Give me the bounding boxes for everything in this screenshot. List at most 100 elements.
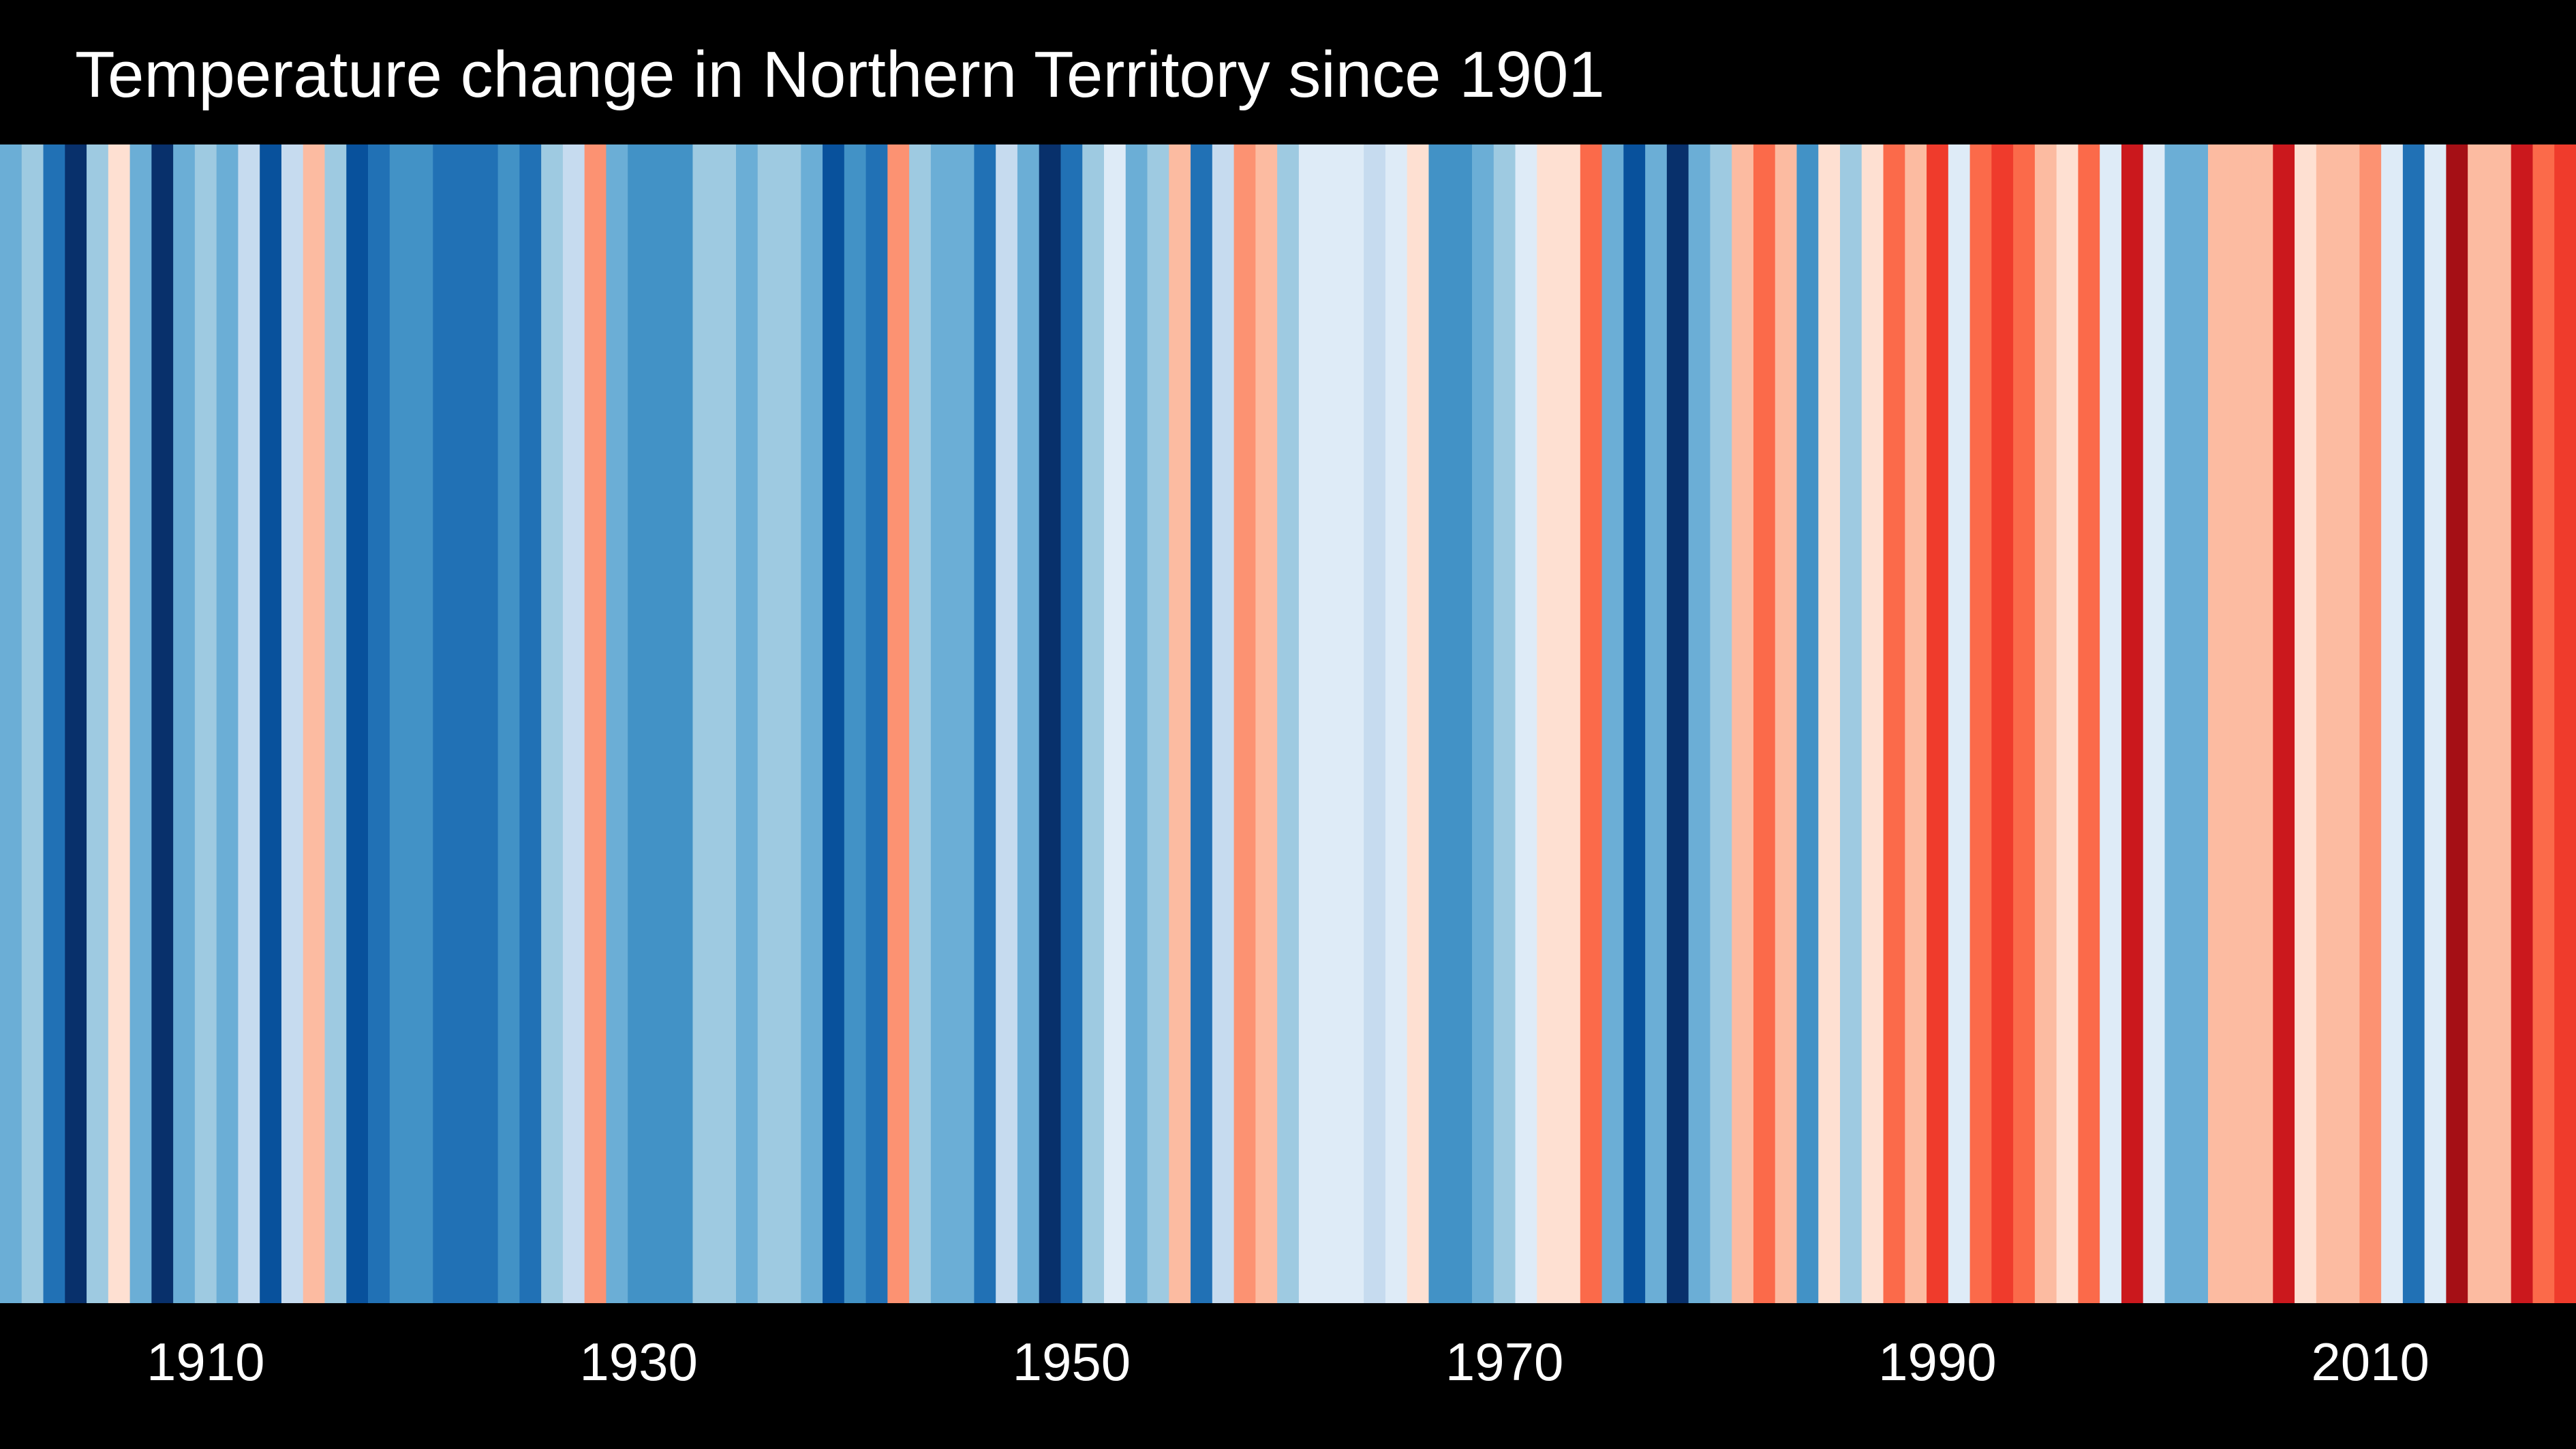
stripe-1970 — [1493, 144, 1516, 1303]
stripe-1996 — [2056, 144, 2079, 1303]
stripe-1924 — [497, 144, 520, 1303]
stripe-1961 — [1298, 144, 1321, 1303]
stripe-1963 — [1342, 144, 1364, 1303]
stripe-1930 — [628, 144, 650, 1303]
stripe-1985 — [1818, 144, 1841, 1303]
stripe-1938 — [801, 144, 823, 1303]
stripe-1944 — [930, 144, 953, 1303]
stripe-1997 — [2078, 144, 2100, 1303]
stripe-1903 — [43, 144, 65, 1303]
stripe-1975 — [1601, 144, 1624, 1303]
stripe-1990 — [1927, 144, 1949, 1303]
stripe-1923 — [476, 144, 499, 1303]
stripe-1971 — [1515, 144, 1537, 1303]
stripe-1908 — [151, 144, 174, 1303]
tick-label-1930: 1930 — [579, 1332, 698, 1392]
stripe-1972 — [1537, 144, 1559, 1303]
stripe-1965 — [1385, 144, 1408, 1303]
stripe-1916 — [324, 144, 347, 1303]
stripe-1946 — [974, 144, 996, 1303]
stripe-1969 — [1472, 144, 1494, 1303]
stripe-1968 — [1450, 144, 1473, 1303]
stripe-1918 — [368, 144, 390, 1303]
stripe-1984 — [1796, 144, 1819, 1303]
stripe-1929 — [606, 144, 628, 1303]
stripe-1966 — [1407, 144, 1430, 1303]
tick-label-1970: 1970 — [1445, 1332, 1564, 1392]
stripe-1945 — [952, 144, 975, 1303]
stripe-1988 — [1883, 144, 1905, 1303]
tick-label-1910: 1910 — [147, 1332, 265, 1392]
stripe-1982 — [1753, 144, 1776, 1303]
stripe-1986 — [1840, 144, 1862, 1303]
stripe-1956 — [1191, 144, 1213, 1303]
chart-title: Temperature change in Northern Territory… — [75, 38, 1605, 111]
stripe-1934 — [714, 144, 737, 1303]
stripe-1948 — [1017, 144, 1040, 1303]
stripe-1936 — [757, 144, 780, 1303]
stripe-2018 — [2532, 144, 2555, 1303]
stripe-1953 — [1125, 144, 1148, 1303]
warming-stripes-chart — [0, 144, 2576, 1303]
stripe-1979 — [1688, 144, 1711, 1303]
stripe-1909 — [173, 144, 196, 1303]
stripe-1950 — [1060, 144, 1083, 1303]
stripe-2002 — [2186, 144, 2209, 1303]
stripe-1911 — [216, 144, 239, 1303]
stripe-1973 — [1559, 144, 1581, 1303]
stripe-1915 — [303, 144, 326, 1303]
stripe-1939 — [823, 144, 845, 1303]
stripe-2010 — [2359, 144, 2382, 1303]
stripe-2003 — [2208, 144, 2230, 1303]
stripe-1992 — [1969, 144, 1992, 1303]
stripe-1913 — [260, 144, 282, 1303]
stripe-1927 — [562, 144, 585, 1303]
stripe-1977 — [1645, 144, 1668, 1303]
stripe-2008 — [2316, 144, 2339, 1303]
stripe-1995 — [2034, 144, 2057, 1303]
stripe-1958 — [1233, 144, 1256, 1303]
stripe-2012 — [2402, 144, 2425, 1303]
stripe-1967 — [1428, 144, 1451, 1303]
stripe-2009 — [2337, 144, 2360, 1303]
stripe-1960 — [1277, 144, 1300, 1303]
stripe-1940 — [844, 144, 867, 1303]
stripe-2016 — [2489, 144, 2512, 1303]
stripe-1912 — [238, 144, 260, 1303]
stripe-1991 — [1948, 144, 1971, 1303]
stripe-1914 — [281, 144, 304, 1303]
stripe-2000 — [2143, 144, 2166, 1303]
stripe-1957 — [1212, 144, 1235, 1303]
tick-label-2010: 2010 — [2311, 1332, 2429, 1392]
stripe-2013 — [2424, 144, 2447, 1303]
stripe-1904 — [65, 144, 87, 1303]
stripe-2017 — [2511, 144, 2534, 1303]
stripe-1906 — [108, 144, 131, 1303]
tick-label-1990: 1990 — [1878, 1332, 1997, 1392]
stripe-2001 — [2164, 144, 2187, 1303]
stripe-1987 — [1861, 144, 1884, 1303]
stripe-1981 — [1732, 144, 1754, 1303]
stripe-1952 — [1104, 144, 1126, 1303]
stripe-1925 — [519, 144, 542, 1303]
stripe-1993 — [1991, 144, 2014, 1303]
stripe-1941 — [865, 144, 888, 1303]
stripe-1999 — [2121, 144, 2144, 1303]
stripe-1910 — [194, 144, 217, 1303]
stripe-1907 — [129, 144, 152, 1303]
stripe-2005 — [2251, 144, 2273, 1303]
stripe-1964 — [1364, 144, 1386, 1303]
stripe-1989 — [1905, 144, 1927, 1303]
stripe-2007 — [2295, 144, 2317, 1303]
stripe-1978 — [1666, 144, 1689, 1303]
stripe-1919 — [389, 144, 412, 1303]
stripe-1943 — [909, 144, 932, 1303]
stripe-1994 — [2013, 144, 2036, 1303]
tick-label-1950: 1950 — [1012, 1332, 1131, 1392]
stripe-1935 — [736, 144, 758, 1303]
stripe-1974 — [1580, 144, 1603, 1303]
stripe-1959 — [1255, 144, 1278, 1303]
stripe-1962 — [1320, 144, 1343, 1303]
stripe-1942 — [887, 144, 910, 1303]
stripe-1951 — [1082, 144, 1105, 1303]
